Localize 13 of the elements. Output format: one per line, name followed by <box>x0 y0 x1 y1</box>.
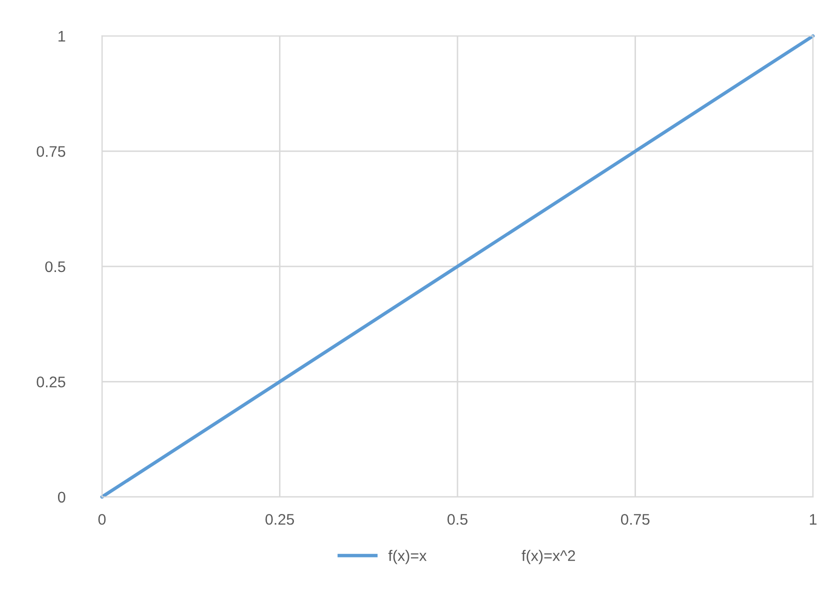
y-tick-label: 0.25 <box>36 376 66 388</box>
x-tick-label: 0.75 <box>620 514 650 525</box>
line-series <box>100 34 815 499</box>
x-tick-label: 0.25 <box>265 514 294 525</box>
x-tick-label: 0.5 <box>447 514 468 525</box>
x-tick-label: 1 <box>810 514 817 525</box>
y-tick-label: 1 <box>58 31 66 42</box>
y-tick-label: 0 <box>58 492 66 503</box>
y-tick-label: 0.5 <box>45 261 66 272</box>
text: f(x)=x^2 <box>522 550 575 564</box>
legend-label: f(x)=x <box>388 550 427 564</box>
y-tick-label: 0.75 <box>36 146 66 157</box>
x-tick-label: 0 <box>98 514 106 525</box>
